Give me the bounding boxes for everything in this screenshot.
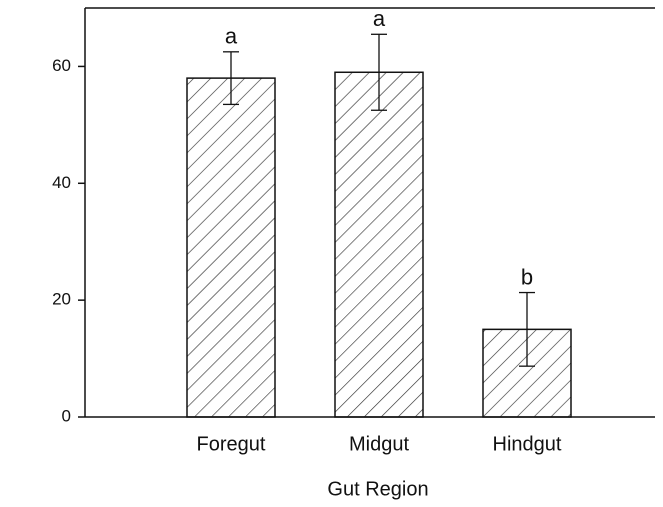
- bar: [186, 77, 276, 418]
- y-tick-label: 60: [52, 56, 71, 75]
- y-tick-label: 0: [62, 406, 71, 425]
- bar: [334, 71, 424, 418]
- x-axis-label: Gut Region: [327, 478, 428, 500]
- x-tick-label: Hindgut: [493, 433, 562, 455]
- x-tick-label: Midgut: [349, 433, 409, 455]
- x-tick-label: Foregut: [197, 433, 266, 455]
- bar: [482, 328, 572, 418]
- y-tick-label: 40: [52, 173, 71, 192]
- significance-letter: b: [521, 264, 533, 289]
- significance-letter: a: [225, 24, 238, 49]
- y-tick-label: 20: [52, 290, 71, 309]
- significance-letter: a: [373, 6, 386, 31]
